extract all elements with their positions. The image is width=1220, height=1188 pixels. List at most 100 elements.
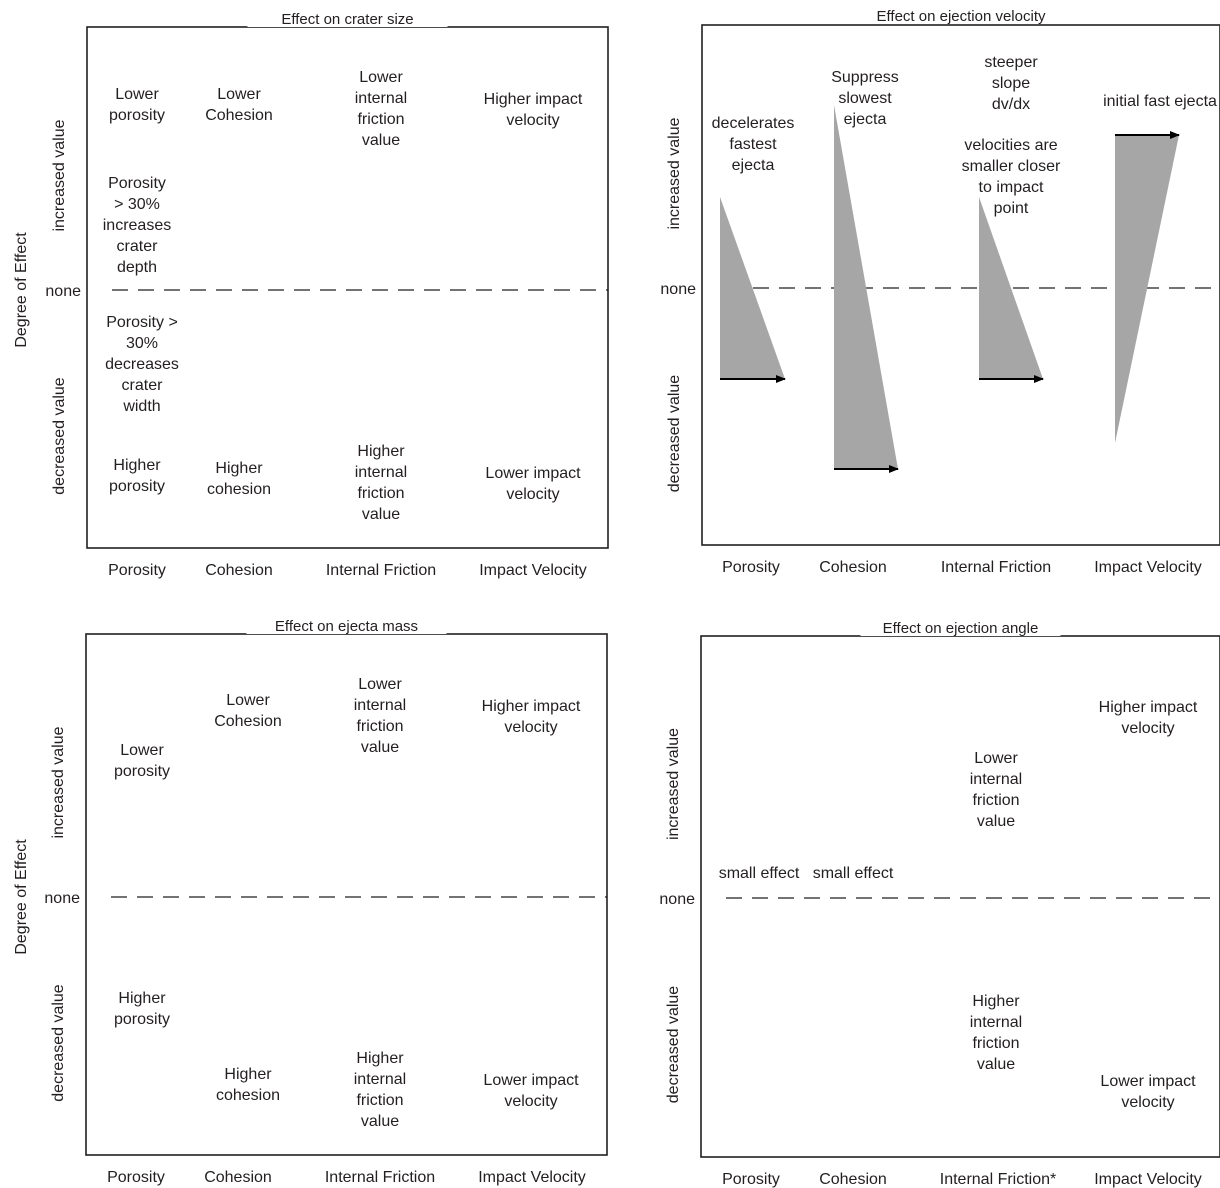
- decreased-value-label: decreased value: [51, 377, 68, 495]
- annotation-note-line: Higher impact: [484, 91, 583, 108]
- panel-title: Effect on ejection velocity: [877, 8, 1046, 25]
- figure-layer: Effect on crater size none increased value…: [13, 6, 1220, 1188]
- category-label: Porosity: [722, 1171, 780, 1188]
- annotation-note-line: value: [361, 1113, 399, 1130]
- annotation-note-line: decreases: [105, 356, 179, 373]
- velocity-effect-wedge: [1115, 135, 1179, 443]
- annotation-note-line: Lower impact: [1100, 1073, 1196, 1090]
- y-axis-title: Degree of Effect: [13, 839, 30, 955]
- annotation-note-line: Higher: [113, 457, 161, 474]
- annotation-note-line: Suppress: [831, 69, 899, 86]
- annotation-note-line: 30%: [126, 335, 158, 352]
- increased-value-label: increased value: [51, 119, 68, 231]
- annotation-note-line: Higher: [972, 993, 1020, 1010]
- panel-title-background: [246, 616, 447, 634]
- annotation-note-line: friction: [357, 111, 404, 128]
- annotation-note-line: internal: [970, 771, 1022, 788]
- annotation-note-line: porosity: [109, 478, 165, 495]
- annotation-note-line: to impact: [979, 179, 1044, 196]
- annotation-note-line: Lower: [226, 692, 270, 709]
- category-label: Impact Velocity: [1094, 1171, 1202, 1188]
- annotation-note-line: dv/dx: [992, 96, 1030, 113]
- annotation-note-line: crater: [117, 238, 159, 255]
- none-label: none: [44, 890, 80, 907]
- annotation-note-line: velocity: [506, 112, 559, 129]
- annotation-note-line: Lower: [358, 676, 402, 693]
- annotation-note-line: Porosity >: [106, 314, 178, 331]
- annotation-note-line: increases: [103, 217, 171, 234]
- annotation-note-line: ejecta: [732, 157, 775, 174]
- category-label: Internal Friction: [325, 1169, 435, 1186]
- category-label: Porosity: [722, 559, 780, 576]
- annotation-note-line: internal: [355, 464, 407, 481]
- annotation-note-line: Higher: [357, 443, 405, 460]
- increased-value-label: increased value: [665, 728, 682, 840]
- annotation-note-line: internal: [354, 1071, 406, 1088]
- panel-3: [700, 618, 1220, 1158]
- annotation-note-line: smaller closer: [962, 158, 1061, 175]
- annotation-note-line: friction: [972, 1035, 1019, 1052]
- annotation-note-line: small effect: [813, 865, 894, 882]
- annotation-note-line: small effect: [719, 865, 800, 882]
- annotation-note-line: internal: [354, 697, 406, 714]
- annotation-note-line: velocity: [504, 1093, 557, 1110]
- annotation-note-line: value: [362, 506, 400, 523]
- annotation-note-line: > 30%: [114, 196, 160, 213]
- category-label: Impact Velocity: [1094, 559, 1202, 576]
- y-axis-title: Degree of Effect: [13, 232, 30, 348]
- annotation-note-line: slope: [992, 75, 1030, 92]
- annotation-note-line: internal: [970, 1014, 1022, 1031]
- category-label: Internal Friction: [326, 562, 436, 579]
- annotation-note-line: velocity: [504, 719, 557, 736]
- annotation-note-line: crater: [122, 377, 164, 394]
- category-label: Porosity: [107, 1169, 165, 1186]
- annotation-note-line: point: [994, 200, 1029, 217]
- panel-title-background: [861, 6, 1061, 24]
- annotation-note-line: Lower impact: [483, 1072, 579, 1089]
- category-label: Impact Velocity: [479, 562, 587, 579]
- decreased-value-label: decreased value: [666, 375, 683, 493]
- category-label: Cohesion: [819, 559, 887, 576]
- annotation-note-line: value: [362, 132, 400, 149]
- annotation-note-line: friction: [356, 1092, 403, 1109]
- annotation-note-line: initial fast ejecta: [1103, 93, 1217, 110]
- annotation-note-line: value: [977, 1056, 1015, 1073]
- none-label: none: [660, 281, 696, 298]
- annotation-note-line: decelerates: [712, 115, 795, 132]
- annotation-note-line: Higher: [215, 460, 263, 477]
- annotation-note-line: Cohesion: [214, 713, 282, 730]
- annotation-note-line: Lower: [217, 86, 261, 103]
- annotation-note-line: Higher: [118, 990, 166, 1007]
- panel-title-background: [247, 9, 448, 27]
- annotation-note-line: velocity: [1121, 720, 1174, 737]
- annotation-note-line: value: [361, 739, 399, 756]
- annotation-note-line: velocity: [1121, 1094, 1174, 1111]
- panel-frame: [701, 24, 1220, 546]
- category-label: Cohesion: [819, 1171, 887, 1188]
- velocity-effect-wedge: [979, 197, 1043, 379]
- increased-value-label: increased value: [666, 117, 683, 229]
- annotation-note-line: Lower: [974, 750, 1018, 767]
- annotation-note-line: Lower impact: [485, 465, 581, 482]
- annotation-note-line: width: [122, 398, 160, 415]
- annotation-note-line: cohesion: [207, 481, 271, 498]
- annotation-note-line: Cohesion: [205, 107, 273, 124]
- panel-title-background: [860, 618, 1061, 636]
- annotation-note-line: value: [977, 813, 1015, 830]
- annotation-note-line: cohesion: [216, 1087, 280, 1104]
- annotation-note-line: Higher: [224, 1066, 272, 1083]
- annotation-note-line: internal: [355, 90, 407, 107]
- annotation-note-line: Porosity: [108, 175, 166, 192]
- annotation-note-line: porosity: [114, 1011, 170, 1028]
- annotation-note-line: Lower: [120, 742, 164, 759]
- annotation-note-line: friction: [357, 485, 404, 502]
- annotation-note-line: friction: [972, 792, 1019, 809]
- decreased-value-label: decreased value: [665, 986, 682, 1104]
- increased-value-label: increased value: [50, 726, 67, 838]
- annotation-note-line: steeper: [984, 54, 1038, 71]
- annotation-note-line: velocity: [506, 486, 559, 503]
- panel-title: Effect on ejection angle: [883, 620, 1039, 637]
- velocity-effect-wedge: [720, 197, 785, 379]
- annotation-note-line: Higher impact: [482, 698, 581, 715]
